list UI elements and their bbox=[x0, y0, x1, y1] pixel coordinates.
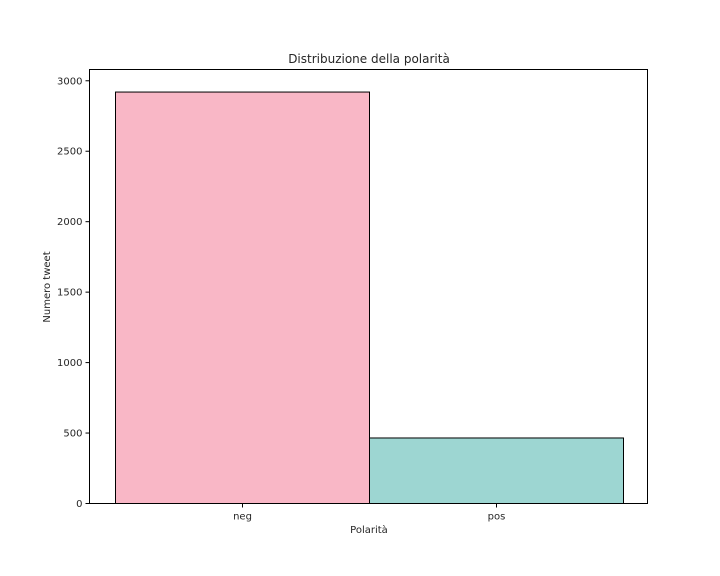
y-tick-label: 0 bbox=[76, 499, 82, 510]
y-tick-label: 500 bbox=[63, 429, 82, 440]
chart-title: Distribuzione della polarità bbox=[288, 52, 450, 66]
bar-pos bbox=[369, 437, 624, 504]
y-axis-label: Numero tweet bbox=[42, 251, 53, 322]
x-tick-label: neg bbox=[233, 512, 252, 523]
bar-neg bbox=[115, 91, 370, 505]
y-tick-label: 1000 bbox=[57, 358, 82, 369]
y-tick-label: 3000 bbox=[57, 76, 82, 87]
x-tick-label: pos bbox=[488, 512, 506, 523]
y-tick-label: 2000 bbox=[57, 217, 82, 228]
bars-layer bbox=[115, 91, 624, 505]
x-axis: neg pos bbox=[233, 503, 506, 523]
y-axis: 0 500 1000 1500 2000 2500 3000 bbox=[57, 76, 90, 510]
y-tick-label: 2500 bbox=[57, 147, 82, 158]
x-axis-label: Polarità bbox=[350, 524, 388, 536]
y-tick-label: 1500 bbox=[57, 288, 82, 299]
plot-area-frame bbox=[89, 69, 648, 504]
